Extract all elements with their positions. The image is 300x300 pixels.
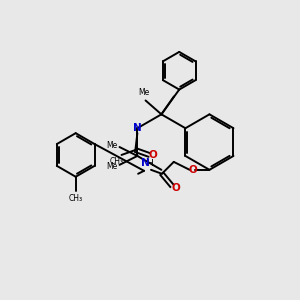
Text: H: H [146,159,152,168]
Text: Me: Me [106,140,118,149]
Text: O: O [188,165,197,175]
Text: O: O [171,183,180,193]
Text: CH₃: CH₃ [69,194,83,202]
Text: N: N [141,158,149,168]
Text: Me: Me [106,162,118,171]
Text: N: N [133,123,142,133]
Text: Me: Me [138,88,149,98]
Text: O: O [149,150,158,160]
Text: CH₃: CH₃ [110,157,124,166]
